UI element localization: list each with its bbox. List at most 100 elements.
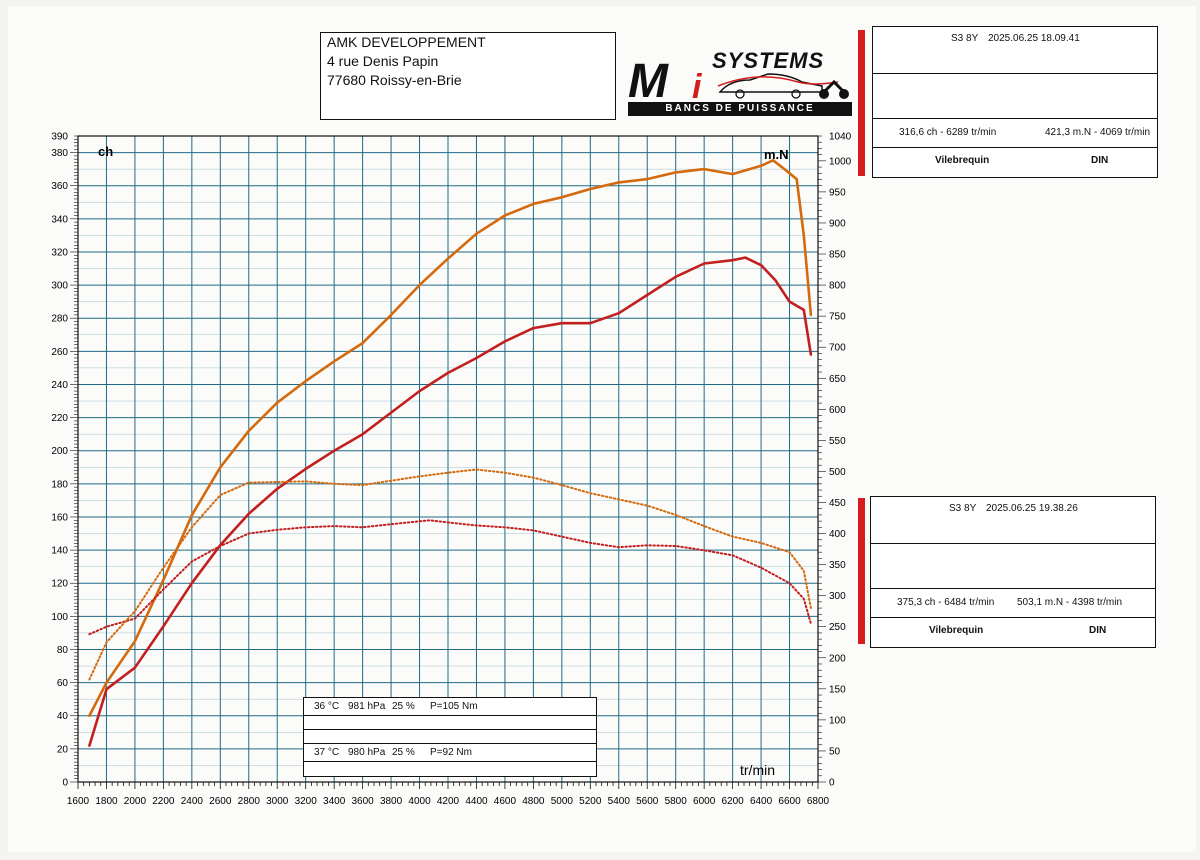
street-address: 4 rue Denis Papin (327, 53, 439, 69)
y-right-tick-label: 250 (829, 622, 846, 633)
y-right-tick-label: 850 (829, 250, 846, 261)
run2-norm: DIN (1089, 625, 1107, 636)
y-right-tick-label: 750 (829, 312, 846, 323)
y-right-tick-label: 1040 (829, 132, 852, 143)
y-right-tick-label: 650 (829, 374, 846, 385)
y-right-tick-label: 300 (829, 591, 846, 602)
y-left-tick-label: 200 (51, 446, 68, 457)
y-right-tick-label: 150 (829, 684, 846, 695)
x-tick-label: 4200 (437, 796, 460, 807)
y-left-tick-label: 340 (51, 214, 68, 225)
x-tick-label: 3400 (323, 796, 346, 807)
run2-result-box: S3 8Y 2025.06.25 19.38.26 375,3 ch - 648… (870, 496, 1156, 648)
chart-series (88, 159, 813, 747)
x-axis-label: tr/min (740, 762, 775, 778)
logo-wordmark: SYSTEMS (712, 48, 825, 73)
x-tick-label: 6800 (807, 796, 830, 807)
x-tick-label: 1600 (67, 796, 90, 807)
y-right-tick-label: 800 (829, 281, 846, 292)
x-tick-label: 3800 (380, 796, 403, 807)
run2-accent-bar (858, 498, 865, 644)
series-line-3 (88, 519, 812, 636)
logo-i: i (692, 68, 702, 106)
y-left-tick-label: 100 (51, 612, 68, 623)
y-right-tick-label: 450 (829, 498, 846, 509)
y-right-tick-label: 1000 (829, 156, 852, 167)
run1-pressure: 981 hPa (348, 701, 386, 712)
y-left-tick-label: 160 (51, 512, 68, 523)
x-tick-label: 3600 (351, 796, 374, 807)
y-right-tick-label: 100 (829, 715, 846, 726)
x-tick-label: 2600 (209, 796, 232, 807)
y-left-tick-label: 240 (51, 380, 68, 391)
run2-humidity: 25 % (392, 747, 415, 758)
x-tick-label: 5800 (665, 796, 688, 807)
y-left-tick-label: 180 (51, 479, 68, 490)
x-tick-label: 5000 (551, 796, 574, 807)
y-left-tick-label: 320 (51, 247, 68, 258)
y-left-tick-label: 220 (51, 413, 68, 424)
x-tick-label: 4600 (494, 796, 517, 807)
y-left-tick-label: 280 (51, 314, 68, 325)
run1-humidity: 25 % (392, 701, 415, 712)
x-tick-label: 6200 (721, 796, 744, 807)
y-left-tick-label: 80 (57, 645, 69, 656)
run2-loss: P=92 Nm (430, 747, 472, 758)
y-left-tick-label: 380 (51, 148, 68, 159)
conditions-box: 36 °C 981 hPa 25 % P=105 Nm 37 °C 980 hP… (303, 697, 597, 777)
run1-power-peak: 316,6 ch - 6289 tr/min (899, 127, 997, 138)
x-tick-label: 4000 (408, 796, 431, 807)
x-tick-label: 2800 (238, 796, 261, 807)
run2-temperature: 37 °C (314, 747, 340, 758)
brand-logo: M i SYSTEMS BANCS DE PUISSANCE (628, 40, 852, 120)
run1-id: S3 8Y (951, 33, 979, 44)
city-address: 77680 Roissy-en-Brie (327, 72, 462, 88)
run2-datetime: 2025.06.25 19.38.26 (986, 503, 1078, 514)
y-left-tick-label: 0 (62, 778, 68, 789)
y-right-tick-label: 400 (829, 529, 846, 540)
car-silhouette-icon (717, 73, 849, 99)
y-right-tick-label: 350 (829, 560, 846, 571)
y-left-tick-label: 390 (51, 132, 68, 143)
run2-measured-at: Vilebrequin (929, 625, 984, 636)
chart-grid (77, 136, 819, 783)
run1-datetime: 2025.06.25 18.09.41 (988, 33, 1080, 44)
y-right-tick-label: 600 (829, 405, 846, 416)
run2-pressure: 980 hPa (348, 747, 386, 758)
run1-torque-peak: 421,3 m.N - 4069 tr/min (1045, 127, 1151, 138)
x-tick-label: 5200 (579, 796, 602, 807)
series-line-1 (88, 256, 813, 747)
y-right-tick-label: 50 (829, 746, 841, 757)
run2-power-peak: 375,3 ch - 6484 tr/min (897, 597, 995, 608)
y-left-tick-label: 300 (51, 281, 68, 292)
y-right-tick-label: 550 (829, 436, 846, 447)
x-tick-label: 5600 (636, 796, 659, 807)
x-tick-label: 5400 (608, 796, 631, 807)
run1-result-box: S3 8Y 2025.06.25 18.09.41 316,6 ch - 628… (872, 26, 1158, 178)
x-tick-label: 2200 (152, 796, 175, 807)
y-left-tick-label: 20 (57, 744, 69, 755)
y-left-tick-label: 360 (51, 181, 68, 192)
y-axis-right-label: m.N (764, 147, 789, 162)
address-box: AMK DEVELOPPEMENT 4 rue Denis Papin 7768… (320, 32, 616, 120)
y-right-tick-label: 900 (829, 218, 846, 229)
run1-norm: DIN (1091, 155, 1109, 166)
y-right-tick-label: 950 (829, 187, 846, 198)
x-tick-label: 6000 (693, 796, 716, 807)
y-right-tick-label: 700 (829, 343, 846, 354)
y-right-tick-label: 500 (829, 467, 846, 478)
y-right-tick-label: 200 (829, 653, 846, 664)
x-tick-label: 4800 (522, 796, 545, 807)
run1-accent-bar (858, 30, 865, 176)
y-axis-left-label: ch (98, 144, 113, 159)
y-left-tick-label: 140 (51, 546, 68, 557)
run1-temperature: 36 °C (314, 701, 340, 712)
y-left-tick-label: 60 (57, 678, 69, 689)
run1-measured-at: Vilebrequin (935, 155, 990, 166)
logo-tagline: BANCS DE PUISSANCE (628, 102, 852, 116)
series-line-4 (88, 468, 812, 681)
y-left-tick-label: 40 (57, 711, 69, 722)
x-tick-label: 3200 (295, 796, 318, 807)
run1-loss: P=105 Nm (430, 701, 478, 712)
